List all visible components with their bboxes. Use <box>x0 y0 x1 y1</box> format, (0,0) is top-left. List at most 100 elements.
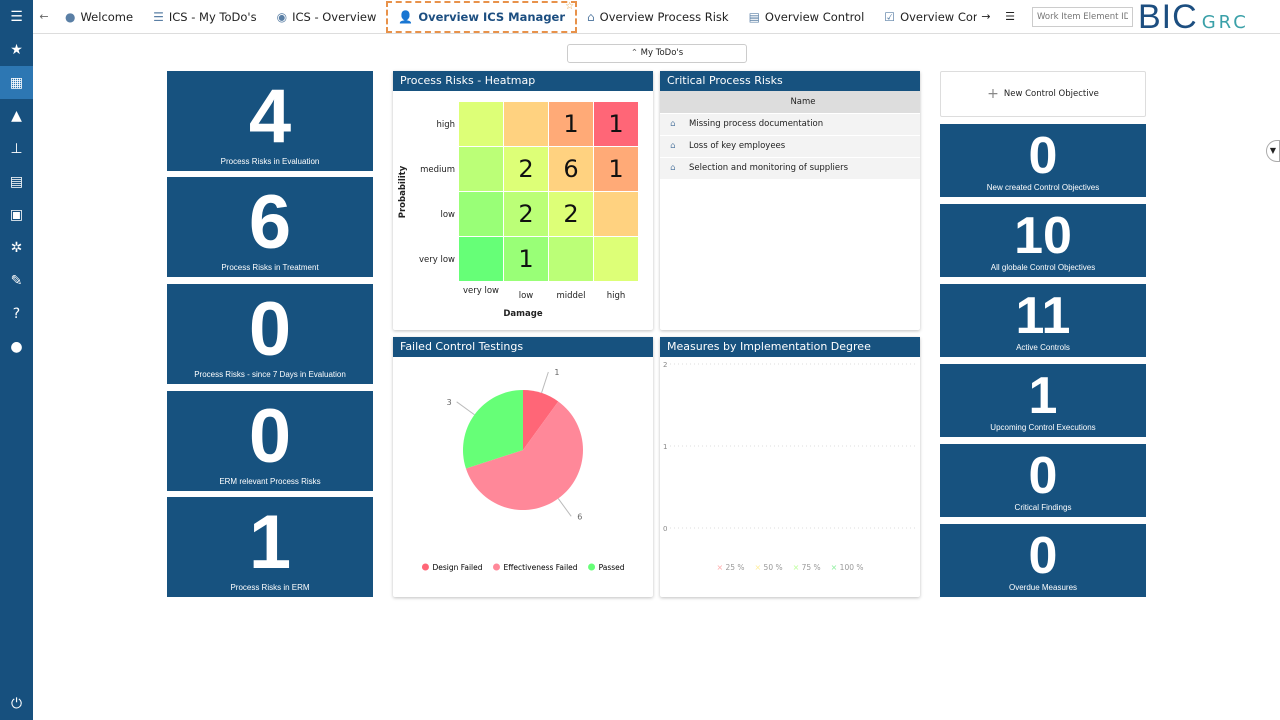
heatmap-cell[interactable] <box>459 102 503 146</box>
kpi-value: 0 <box>248 394 292 479</box>
sitemap-icon[interactable]: ⊥ <box>10 140 23 157</box>
table-row[interactable]: ⌂ Missing process documentation <box>660 113 920 136</box>
pie-slice[interactable] <box>465 401 583 510</box>
tab-2[interactable]: ◉ ICS - Overview <box>267 2 387 32</box>
kpi-label: New created Control Objectives <box>986 183 1100 192</box>
menu-icon[interactable]: ☰ <box>10 8 23 25</box>
kpi-tile[interactable]: 0 Process Risks - since 7 Days in Evaluat… <box>167 284 373 384</box>
kpi-label: All globale Control Objectives <box>990 263 1096 272</box>
kpi-tile[interactable]: 0 New created Control Objectives <box>940 124 1146 197</box>
tab-bar: ← ● Welcome ☰ ICS - My ToDo's ◉ ICS - Overvie… <box>33 0 1280 34</box>
kpi-tile[interactable]: 0 Overdue Measures <box>940 524 1146 597</box>
tab-label: Overview Process Risk <box>599 9 729 24</box>
table-row[interactable]: ⌂ Selection and monitoring of suppliers <box>660 157 920 180</box>
heatmap-cell[interactable]: 2 <box>549 192 593 236</box>
my-todos-label: My ToDo's <box>640 48 684 58</box>
wrench-icon[interactable]: ✎ <box>10 272 23 289</box>
chevron-up-icon: ⌃ <box>630 48 638 58</box>
heatmap-cell[interactable] <box>504 102 548 146</box>
help-icon[interactable]: ? <box>12 305 21 322</box>
work-item-search-input[interactable] <box>1032 7 1133 27</box>
risk-name: Missing process documentation <box>686 113 920 136</box>
tab-6[interactable]: ☑ Overview Control Testing <box>874 2 977 32</box>
heatmap-cell[interactable]: 2 <box>504 147 548 191</box>
kpi-tile[interactable]: 1 Upcoming Control Executions <box>940 364 1146 437</box>
kpi-tile[interactable]: 1 Process Risks in ERM <box>167 497 373 597</box>
kpi-tile[interactable]: 6 Process Risks in Treatment <box>167 177 373 277</box>
new-control-objective-label: New Control Objective <box>1003 89 1099 99</box>
pie-chart: 1 6 3 Design Failed Effectiveness Failed Pass… <box>421 368 625 572</box>
tab-label: ICS - My ToDo's <box>168 9 257 24</box>
pie-slice[interactable] <box>463 390 523 469</box>
heatmap-cell[interactable]: 1 <box>504 237 548 281</box>
legend-item[interactable]: 75 % <box>802 563 821 572</box>
heatmap-cell[interactable] <box>549 237 593 281</box>
tab-0[interactable]: ● Welcome <box>55 2 143 32</box>
arrow-right-icon[interactable]: → <box>981 10 991 23</box>
house-risk-icon: ⌂ <box>587 9 595 24</box>
tab-4[interactable]: ⌂ Overview Process Risk <box>577 2 739 32</box>
kpi-value: 4 <box>248 74 292 159</box>
legend-marker: × <box>755 563 762 572</box>
kpi-label: Critical Findings <box>1014 503 1072 512</box>
heatmap-cell[interactable]: 1 <box>594 147 638 191</box>
heatmap-cell[interactable]: 1 <box>594 102 638 146</box>
pie-leader-line <box>557 498 572 517</box>
row-label: low <box>440 210 455 220</box>
my-todos-button[interactable]: ⌃ My ToDo's <box>567 44 747 63</box>
new-control-objective-button[interactable]: + New Control Objective <box>940 71 1146 117</box>
kpi-label: ERM relevant Process Risks <box>219 477 321 486</box>
tab-label: Overview ICS Manager <box>418 9 566 24</box>
legend-item[interactable]: 50 % <box>764 563 783 572</box>
row-label: very low <box>418 255 455 265</box>
kpi-value: 1 <box>248 500 292 585</box>
table-row[interactable]: ⌂ Loss of key employees <box>660 135 920 158</box>
kpi-label: Active Controls <box>1016 343 1070 352</box>
tab-label: Overview Control <box>764 9 865 24</box>
heatmap-cell[interactable] <box>459 192 503 236</box>
legend-item[interactable]: Effectiveness Failed <box>504 563 578 572</box>
kpi-tile[interactable]: 4 Process Risks in Evaluation <box>167 71 373 171</box>
legend-item[interactable]: Design Failed <box>432 563 482 572</box>
pie-slice[interactable] <box>523 390 559 450</box>
tab-3[interactable]: 👤 Overview ICS Manager ☆ <box>386 0 578 33</box>
star-icon[interactable]: ★ <box>10 41 23 58</box>
kpi-tile[interactable]: 0 ERM relevant Process Risks <box>167 391 373 491</box>
heatmap-title: Process Risks - Heatmap <box>393 71 653 91</box>
kpi-tile[interactable]: 10 All globale Control Objectives <box>940 204 1146 277</box>
shapes-icon[interactable]: ▲ <box>11 107 22 124</box>
heatmap-cell[interactable] <box>594 192 638 236</box>
list-menu-icon[interactable]: ☰ <box>1005 10 1015 23</box>
kpi-tile[interactable]: 0 Critical Findings <box>940 444 1146 517</box>
legend-item[interactable]: Passed <box>599 563 625 572</box>
heatmap-cell[interactable] <box>594 237 638 281</box>
heatmap-cell[interactable] <box>459 147 503 191</box>
user-icon[interactable]: ● <box>10 338 23 355</box>
report-icon[interactable]: ▤ <box>9 173 24 190</box>
kpi-value: 10 <box>1014 207 1072 265</box>
failed-testings-panel: Failed Control Testings 1 6 3 Design Failed… <box>393 337 653 597</box>
pie-data-label: 6 <box>577 512 582 521</box>
heatmap-cell[interactable] <box>459 237 503 281</box>
kpi-tile[interactable]: 11 Active Controls <box>940 284 1146 357</box>
tab-1[interactable]: ☰ ICS - My ToDo's <box>143 2 266 32</box>
back-icon[interactable]: ← <box>39 10 49 23</box>
pie-title: Failed Control Testings <box>393 337 653 357</box>
favorite-star-icon[interactable]: ☆ <box>565 0 575 12</box>
tab-5[interactable]: ▤ Overview Control <box>739 2 875 32</box>
risk-name: Loss of key employees <box>686 135 920 158</box>
network-icon[interactable]: ✲ <box>10 239 23 256</box>
legend-item[interactable]: 25 % <box>725 563 744 572</box>
heatmap-cell[interactable]: 1 <box>549 102 593 146</box>
dashboard-icon[interactable]: ▦ <box>0 66 33 99</box>
power-icon[interactable]: ⏻ <box>10 695 23 712</box>
measures-panel: Measures by Implementation Degree 0 1 2 × 25… <box>660 337 920 597</box>
heatmap-cell[interactable]: 6 <box>549 147 593 191</box>
inbox-icon[interactable]: ▣ <box>9 206 24 223</box>
heatmap-cell[interactable]: 2 <box>504 192 548 236</box>
legend-item[interactable]: 100 % <box>840 563 864 572</box>
side-toggle[interactable]: ▼ <box>1266 140 1280 162</box>
legend-marker: × <box>831 563 838 572</box>
pie-leader-line <box>456 401 475 416</box>
col-label: high <box>606 291 626 301</box>
